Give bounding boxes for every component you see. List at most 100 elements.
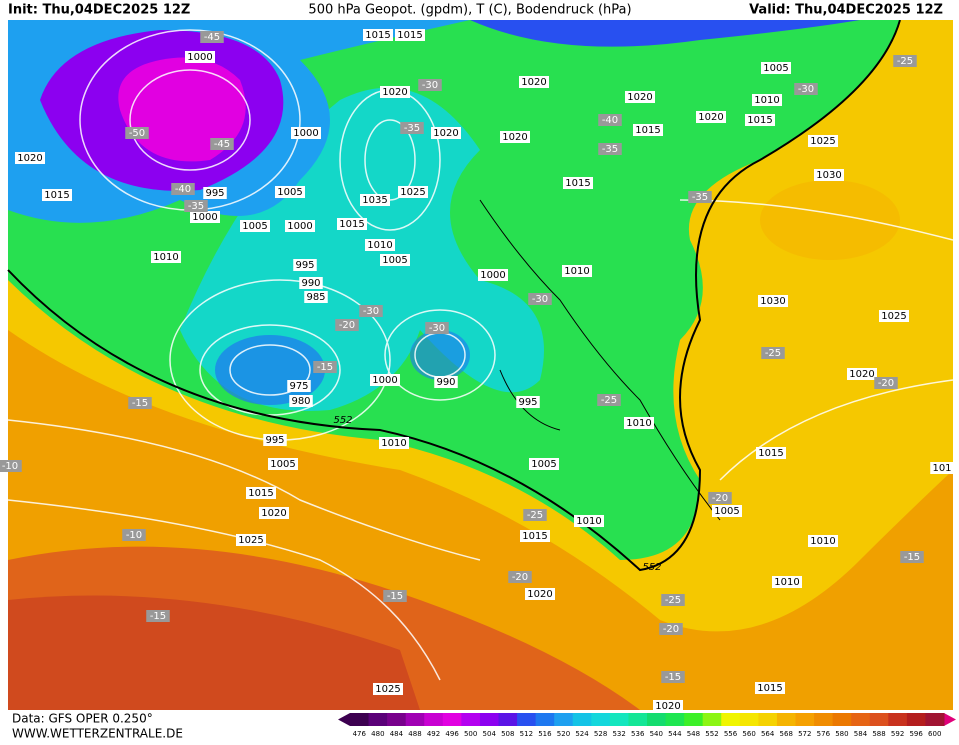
pressure-label: 1015 (522, 531, 547, 542)
pressure-label-box (529, 458, 559, 470)
pressure-label-box (814, 169, 844, 181)
pressure-label-box (808, 535, 838, 547)
pressure-label: 1015 (365, 30, 390, 41)
pressure-label-box (808, 135, 838, 147)
temperature-label: -30 (363, 306, 379, 317)
scale-label: 532 (612, 730, 625, 738)
temperature-label: -15 (904, 552, 920, 563)
scale-label: 584 (854, 730, 868, 738)
pressure-label: 1000 (293, 128, 318, 139)
pressure-label: 1025 (810, 136, 835, 147)
temperature-label-box (661, 671, 685, 683)
temperature-label-box (128, 397, 152, 409)
pressure-label-box (291, 127, 321, 139)
pressure-label-box (380, 254, 410, 266)
scale-swatch (517, 713, 537, 726)
scale-swatch (572, 713, 592, 726)
552-contour (7, 19, 901, 572)
scale-swatch (368, 713, 388, 726)
scale-label: 516 (538, 730, 552, 738)
scale-swatch (814, 713, 834, 726)
pressure-label: 1020 (849, 369, 874, 380)
scale-swatch (721, 713, 741, 726)
temperature-label: -15 (387, 591, 403, 602)
pressure-label: 980 (291, 396, 310, 407)
map-labels: 1015 1015 1000 1020 1015 995 1000 1005 1005 1000 1… (0, 29, 954, 712)
scale-swatch (535, 713, 555, 726)
scale-label: 496 (445, 730, 459, 738)
scale-label: 572 (798, 730, 811, 738)
temperature-label: -10 (2, 461, 18, 472)
scale-swatch (442, 713, 462, 726)
scale-swatch (739, 713, 759, 726)
pressure-label: 1015 (44, 190, 69, 201)
scale-swatch (906, 713, 926, 726)
scale-label: 548 (687, 730, 700, 738)
temperature-label: -45 (214, 139, 230, 150)
pressure-label-box (758, 295, 788, 307)
map-background (8, 20, 953, 710)
pressure-label-box (236, 534, 266, 546)
pressure-label: 1025 (881, 311, 906, 322)
pressure-label: 1020 (433, 128, 458, 139)
pressure-label-box (398, 186, 428, 198)
pressure-label: 1020 (698, 112, 723, 123)
pressure-label: 1005 (270, 459, 295, 470)
temperature-label: -40 (175, 184, 191, 195)
pressure-label-box (755, 682, 785, 694)
pressure-label: 1010 (810, 536, 835, 547)
scale-swatch (795, 713, 815, 726)
geopotential-label: 552 (333, 415, 352, 426)
pressure-label-box (42, 189, 72, 201)
pressure-label-box (259, 507, 289, 519)
pressure-label: 1020 (382, 87, 407, 98)
pressure-label-box (363, 29, 393, 41)
temperature-label: -15 (665, 672, 681, 683)
pressure-label: 1035 (362, 195, 387, 206)
pressure-label: 1015 (339, 219, 364, 230)
scale-label: 560 (742, 730, 755, 738)
pressure-label-box (562, 265, 592, 277)
scale-label: 552 (705, 730, 718, 738)
scale-swatch (665, 713, 685, 726)
pressure-label: 1015 (757, 683, 782, 694)
scale-swatch (869, 713, 889, 726)
pressure-label: 1005 (531, 459, 556, 470)
pressure-label: 1010 (153, 252, 178, 263)
color-scale: 476 480 484 488 492 496 500 504 508 512 516 520 524 5… (338, 713, 956, 738)
pressure-label-box (275, 186, 305, 198)
map-title: 500 hPa Geopot. (gpdm), T (C), Bodendruc… (308, 3, 631, 18)
temperature-label-box (400, 122, 424, 134)
scale-label: 512 (520, 730, 533, 738)
pressure-label: 995 (205, 188, 224, 199)
init-time: Init: Thu,04DEC2025 12Z (8, 3, 190, 18)
pressure-label-box (185, 51, 215, 63)
pressure-label: 1005 (382, 255, 407, 266)
scale-swatch (851, 713, 871, 726)
scale-label: 480 (371, 730, 384, 738)
temperature-label-box (659, 623, 683, 635)
temperature-label-box (313, 361, 337, 373)
temperature-label-box (661, 594, 685, 606)
temperature-label-box (0, 460, 22, 472)
pressure-label-box (500, 131, 530, 143)
scale-label: 484 (390, 730, 404, 738)
scale-swatch (628, 713, 648, 726)
pressure-label-box (516, 396, 540, 408)
pressure-label-box (478, 269, 508, 281)
pressure-label: 1015 (565, 178, 590, 189)
pressure-label: 1010 (774, 577, 799, 588)
pressure-label-box (624, 417, 654, 429)
pressure-label: 1020 (261, 508, 286, 519)
pressure-label-box (520, 530, 550, 542)
scale-swatch (424, 713, 444, 726)
scale-label: 500 (464, 730, 477, 738)
scale-swatch (684, 713, 704, 726)
scale-swatch (350, 713, 370, 726)
pressure-label: 1000 (372, 375, 397, 386)
pressure-label: 1005 (763, 63, 788, 74)
pressure-label-box (574, 515, 604, 527)
temperature-label: -15 (317, 362, 333, 373)
temperature-label-box (688, 191, 712, 203)
scale-swatch (591, 713, 611, 726)
